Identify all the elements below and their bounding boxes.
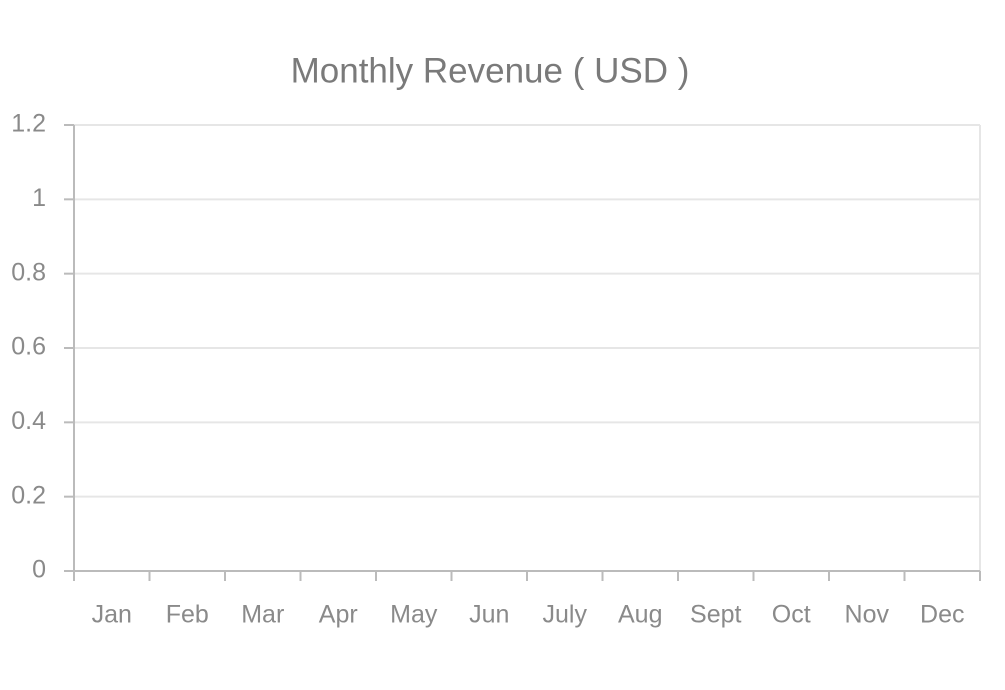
x-tick-label: Jan [92, 601, 132, 629]
y-tick-label: 1 [32, 184, 46, 212]
x-tick-label: Oct [772, 601, 811, 629]
x-tick-label: May [390, 601, 438, 629]
x-tick-label: Aug [618, 601, 662, 629]
x-tick-label: Apr [319, 601, 358, 629]
x-tick-label: July [543, 601, 588, 629]
x-tick-label: Mar [241, 601, 284, 629]
y-tick-label: 0.2 [11, 481, 46, 509]
y-tick-label: 0.8 [11, 258, 46, 286]
y-tick-label: 0.6 [11, 333, 46, 361]
y-tick-label: 0.4 [11, 407, 46, 435]
x-tick-label: Sept [690, 601, 741, 629]
x-tick-label: Nov [845, 601, 890, 629]
x-tick-label: Jun [469, 601, 509, 629]
y-tick-label: 0 [32, 556, 46, 584]
y-tick-label: 1.2 [11, 110, 46, 138]
chart-title: Monthly Revenue ( USD ) [291, 51, 690, 90]
x-tick-label: Dec [920, 601, 964, 629]
x-tick-label: Feb [166, 601, 209, 629]
